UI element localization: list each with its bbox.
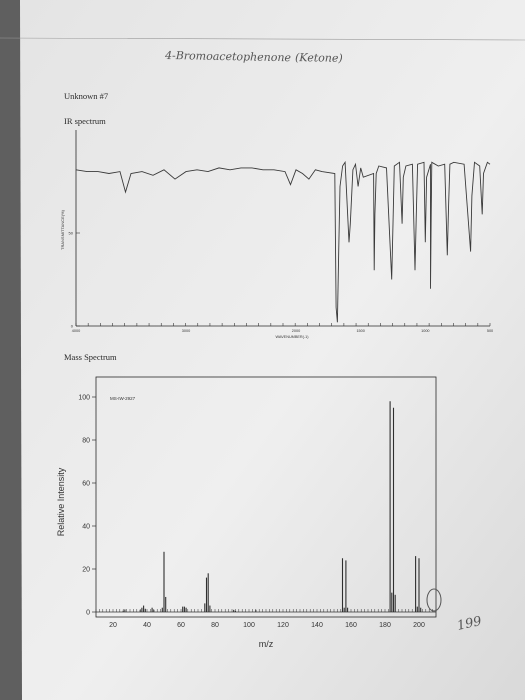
ir-ticks bbox=[75, 232, 491, 327]
ms-x-tick-label: 180 bbox=[379, 622, 391, 629]
ir-heading: IR spectrum bbox=[64, 116, 106, 126]
ms-x-tick-label: 60 bbox=[177, 622, 185, 629]
ir-y-tick-label: 0 bbox=[71, 324, 74, 329]
margin-note: 199 bbox=[456, 614, 483, 634]
ms-x-tick-label: 200 bbox=[413, 622, 425, 629]
ms-axis-ticks: 20 40 60 80 100 120 140 160 180 200 0 20 40 60 80 100 bbox=[78, 395, 437, 629]
ms-y-tick-label: 20 bbox=[82, 567, 90, 574]
ms-plot-frame bbox=[95, 376, 437, 618]
ms-x-tick-label: 20 bbox=[109, 622, 117, 629]
ms-x-tick-label: 140 bbox=[311, 622, 323, 629]
handwritten-title: 4-Bromoacetophenone bbox=[164, 49, 292, 64]
ir-x-tick-label: 1500 bbox=[356, 329, 364, 333]
ir-x-label: WAVENUMBER(-1) bbox=[275, 335, 309, 339]
paper-sheet bbox=[20, 0, 525, 700]
ms-x-tick-label: 80 bbox=[211, 622, 219, 629]
pencil-circle bbox=[426, 588, 442, 612]
ir-x-tick-label: 3000 bbox=[182, 329, 190, 333]
ms-x-tick-label: 40 bbox=[143, 622, 151, 629]
unknown-label: Unknown #7 bbox=[64, 91, 108, 101]
ir-spectrum-line bbox=[75, 160, 491, 323]
ms-heading: Mass Spectrum bbox=[64, 352, 117, 362]
ms-x-tick-label: 160 bbox=[345, 622, 357, 629]
ms-x-label: m/z bbox=[259, 639, 274, 649]
ms-y-tick-label: 80 bbox=[82, 438, 90, 445]
ir-tick-labels: 4000 3000 2000 1500 1000 500 0 50 bbox=[69, 231, 494, 334]
ir-x-tick-label: 2000 bbox=[292, 329, 300, 333]
ir-chart: 4000 3000 2000 1500 1000 500 0 50 TRANSMITTANCE… bbox=[60, 130, 493, 339]
handwritten-class: (Ketone) bbox=[295, 51, 343, 65]
ms-y-label: Relative Intensity bbox=[56, 467, 66, 536]
ms-x-tick-label: 120 bbox=[277, 622, 289, 629]
ms-chart: MS-IW-2927 Relative Intensity m/z 20 40 60… bbox=[56, 376, 437, 649]
ms-y-tick-label: 60 bbox=[82, 481, 90, 488]
ms-y-tick-label: 40 bbox=[82, 524, 90, 531]
ir-x-tick-label: 1000 bbox=[421, 329, 429, 333]
ms-peaks bbox=[122, 401, 422, 612]
ir-x-tick-label: 4000 bbox=[72, 329, 80, 333]
ms-y-tick-label: 0 bbox=[86, 610, 90, 617]
ir-x-tick-label: 500 bbox=[487, 329, 493, 333]
ir-y-tick-label: 50 bbox=[69, 231, 74, 236]
page-fold-line bbox=[0, 37, 525, 41]
ms-annotation: MS-IW-2927 bbox=[110, 396, 136, 401]
ir-y-label: TRANSMITTANCE(%) bbox=[60, 209, 65, 250]
ms-x-tick-label: 100 bbox=[243, 622, 255, 629]
ms-y-tick-label: 100 bbox=[78, 395, 90, 402]
